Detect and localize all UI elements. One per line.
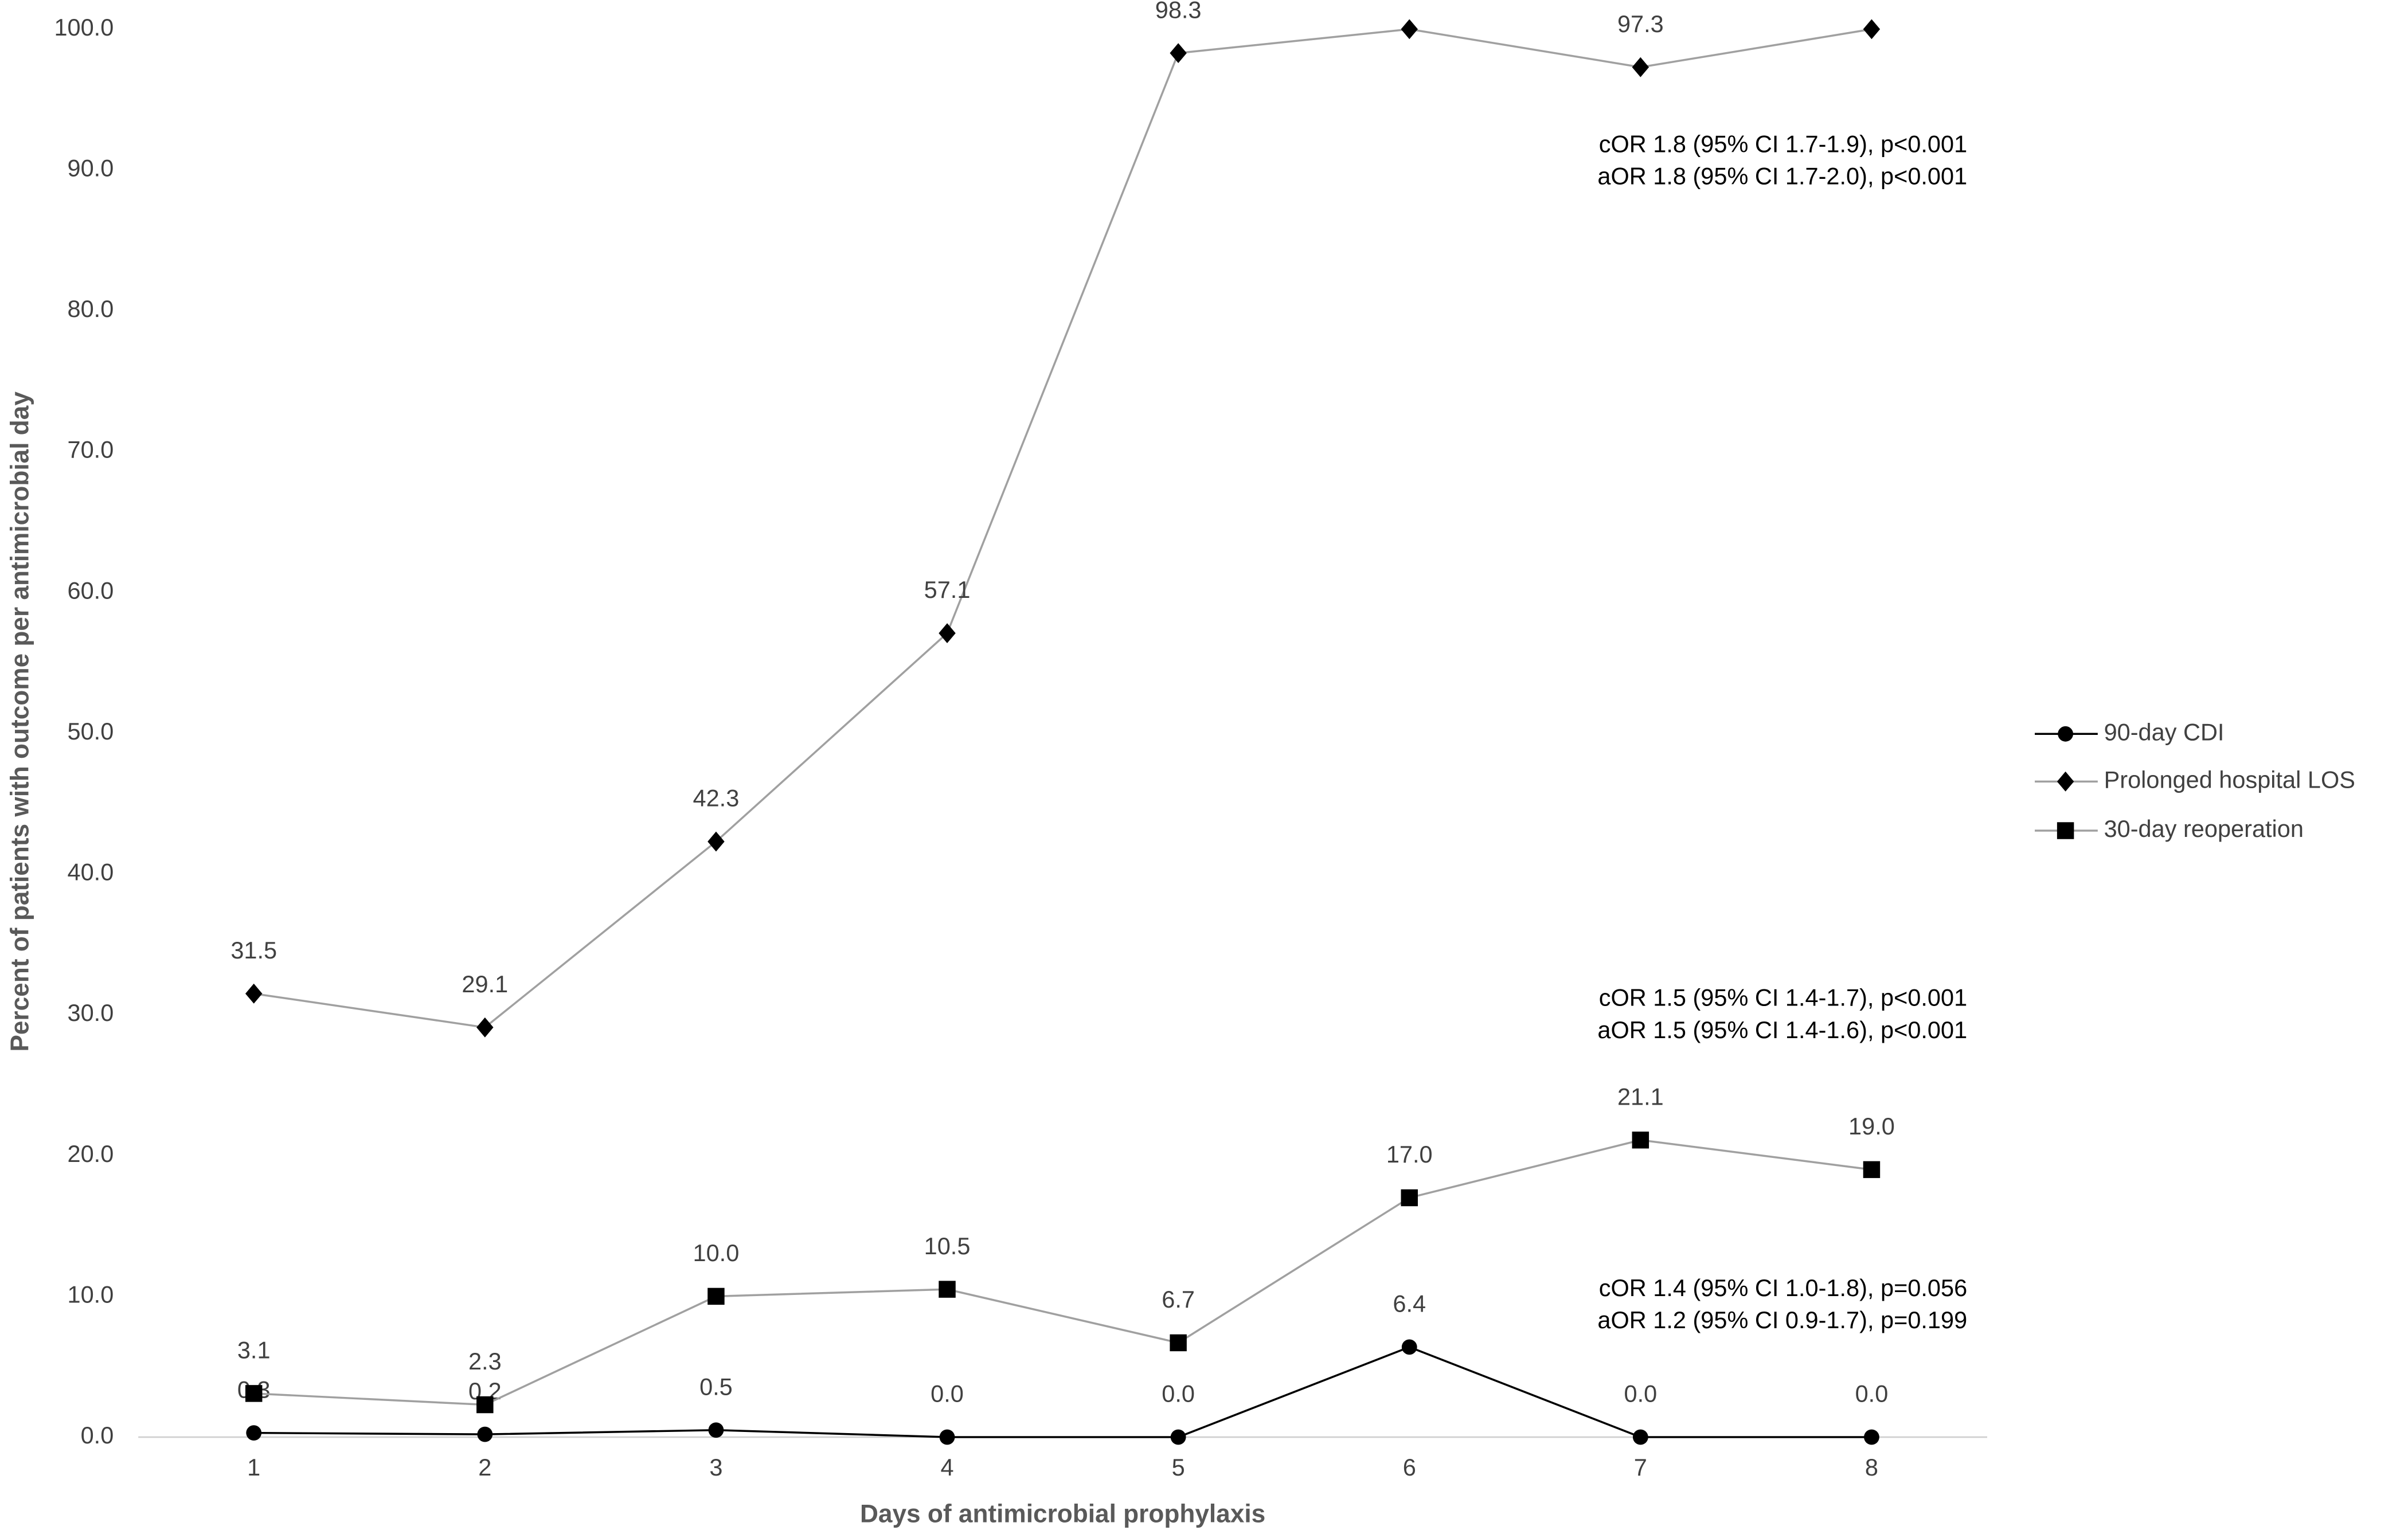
data-label: 42.3 — [693, 785, 740, 812]
data-point — [245, 1385, 263, 1402]
legend-marker — [2057, 771, 2074, 792]
data-label: 6.7 — [1162, 1286, 1195, 1313]
data-point — [476, 1017, 494, 1038]
data-label: 2.3 — [468, 1348, 502, 1375]
x-tick-label: 7 — [1634, 1454, 1647, 1481]
data-label: 10.0 — [693, 1239, 740, 1266]
y-tick-label: 60.0 — [68, 577, 114, 604]
x-tick-label: 1 — [247, 1454, 260, 1481]
data-point — [1632, 1429, 1648, 1445]
y-tick-label: 100.0 — [54, 14, 114, 41]
data-label: 98.3 — [1155, 0, 1202, 23]
y-tick-label: 20.0 — [68, 1140, 114, 1167]
x-tick-label: 5 — [1172, 1454, 1185, 1481]
y-tick-label: 10.0 — [68, 1281, 114, 1308]
data-point — [707, 831, 725, 852]
data-point — [1401, 19, 1418, 40]
y-tick-label: 0.0 — [81, 1422, 114, 1449]
data-point — [1864, 1429, 1879, 1445]
y-tick-label: 80.0 — [68, 295, 114, 322]
series-line — [253, 1345, 1872, 1438]
data-point — [939, 623, 956, 643]
y-tick-label: 30.0 — [68, 999, 114, 1026]
data-point — [1170, 43, 1187, 64]
data-label: 19.0 — [1848, 1113, 1895, 1140]
data-point — [1401, 1339, 1417, 1355]
annotation: cOR 1.8 (95% CI 1.7-1.9), p<0.001 — [1599, 130, 1967, 157]
y-axis-title: Percent of patients with outcome per ant… — [6, 392, 34, 1052]
legend-marker — [2058, 726, 2074, 742]
data-point — [1170, 1334, 1187, 1352]
data-point — [1632, 57, 1649, 77]
data-label: 0.0 — [1624, 1380, 1657, 1407]
data-point — [1632, 1132, 1649, 1149]
data-label: 0.0 — [1855, 1380, 1889, 1407]
data-point — [245, 983, 263, 1004]
series-line — [253, 1139, 1872, 1406]
y-tick-label: 90.0 — [68, 154, 114, 181]
annotation: cOR 1.4 (95% CI 1.0-1.8), p=0.056 — [1599, 1274, 1967, 1301]
annotation: cOR 1.5 (95% CI 1.4-1.7), p<0.001 — [1599, 984, 1967, 1011]
annotation: aOR 1.5 (95% CI 1.4-1.6), p<0.001 — [1597, 1016, 1967, 1043]
legend-marker — [2057, 822, 2074, 839]
data-point — [708, 1422, 724, 1438]
y-tick-label: 50.0 — [68, 718, 114, 745]
annotation: aOR 1.2 (95% CI 0.9-1.7), p=0.199 — [1597, 1306, 1967, 1333]
data-point — [1863, 1161, 1881, 1179]
data-point — [939, 1281, 956, 1298]
x-tick-label: 4 — [940, 1454, 953, 1481]
data-label: 17.0 — [1386, 1141, 1433, 1168]
data-point — [1863, 19, 1881, 40]
data-label: 3.1 — [237, 1337, 271, 1364]
legend-label: Prolonged hospital LOS — [2104, 766, 2355, 793]
x-tick-label: 8 — [1865, 1454, 1878, 1481]
x-axis-title: Days of antimicrobial prophylaxis — [860, 1500, 1265, 1528]
data-point — [939, 1429, 955, 1445]
data-point — [1401, 1189, 1418, 1207]
data-label: 21.1 — [1617, 1083, 1664, 1110]
data-label: 0.0 — [1162, 1380, 1195, 1407]
data-label: 31.5 — [230, 937, 277, 964]
y-tick-label: 40.0 — [68, 859, 114, 886]
x-tick-label: 2 — [478, 1454, 491, 1481]
legend-label: 90-day CDI — [2104, 718, 2225, 745]
data-label: 0.0 — [931, 1380, 964, 1407]
data-point — [246, 1425, 262, 1441]
data-label: 57.1 — [924, 576, 971, 603]
data-label: 10.5 — [924, 1232, 971, 1259]
x-tick-label: 3 — [709, 1454, 722, 1481]
data-point — [476, 1396, 494, 1414]
data-label: 29.1 — [462, 970, 508, 997]
x-tick-label: 6 — [1403, 1454, 1416, 1481]
series-line — [253, 28, 1872, 1029]
data-point — [1170, 1429, 1186, 1445]
data-label: 97.3 — [1617, 10, 1664, 37]
data-label: 0.5 — [699, 1373, 733, 1400]
legend-label: 30-day reoperation — [2104, 815, 2304, 842]
y-tick-label: 70.0 — [68, 436, 114, 463]
data-label: 6.4 — [1393, 1290, 1426, 1317]
data-point — [707, 1287, 725, 1305]
annotation: aOR 1.8 (95% CI 1.7-2.0), p<0.001 — [1597, 163, 1967, 190]
data-point — [477, 1426, 493, 1442]
